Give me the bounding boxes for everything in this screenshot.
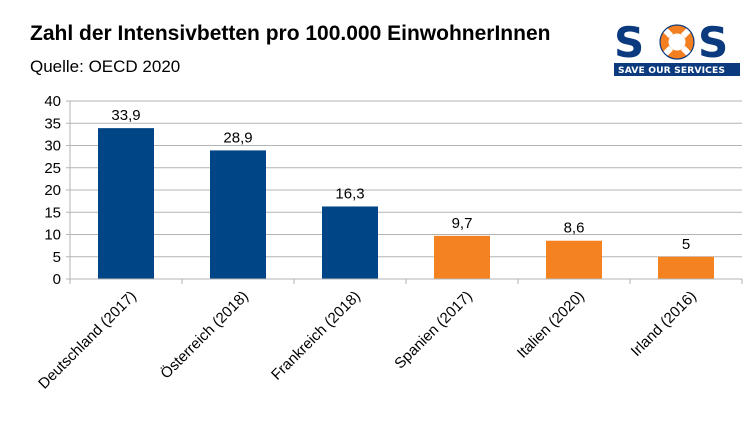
bars: [98, 128, 714, 279]
x-tick-label: Frankreich (2018): [268, 288, 364, 384]
lifebuoy-icon: [659, 24, 695, 60]
data-label: 5: [682, 236, 690, 253]
bar: [434, 235, 490, 279]
data-label: 33,9: [111, 107, 140, 124]
bar: [322, 206, 378, 279]
logo-letter-s-right: S: [698, 18, 728, 67]
y-tick-label: 10: [44, 227, 61, 244]
y-tick-label: 5: [53, 249, 61, 266]
logo-band-text: SAVE OUR SERVICES: [618, 65, 725, 76]
x-tick-label: Österreich (2018): [157, 287, 252, 382]
chart-subtitle: Quelle: OECD 2020: [30, 57, 181, 76]
gridlines: [66, 100, 742, 280]
y-axis-ticks: 0 5 10 15 20 25 30 35 40: [44, 93, 61, 288]
data-label: 9,7: [452, 215, 473, 232]
sos-logo: S S SAVE OUR SERVICES: [614, 18, 740, 76]
logo-letter-s-left: S: [614, 18, 644, 67]
data-label: 8,6: [564, 220, 585, 237]
y-tick-label: 35: [44, 115, 61, 132]
bar: [546, 240, 602, 279]
data-label: 16,3: [335, 185, 364, 202]
y-tick-label: 20: [44, 182, 61, 199]
y-tick-label: 15: [44, 204, 61, 221]
x-axis-labels: Deutschland (2017) Österreich (2018) Frank…: [35, 287, 700, 392]
y-tick-label: 30: [44, 138, 61, 155]
bar: [658, 256, 714, 279]
data-labels: 33,9 28,9 16,3 9,7 8,6 5: [111, 107, 690, 253]
x-tick-label: Spanien (2017): [391, 288, 476, 373]
x-tick-label: Irland (2016): [628, 288, 700, 360]
x-tick-label: Deutschland (2017): [35, 288, 140, 393]
data-label: 28,9: [223, 129, 252, 146]
y-tick-label: 40: [44, 93, 61, 110]
bar: [98, 128, 154, 279]
x-tick-label: Italien (2020): [514, 288, 588, 362]
y-tick-label: 25: [44, 160, 61, 177]
chart-title: Zahl der Intensivbetten pro 100.000 Einw…: [30, 22, 551, 45]
bar: [210, 150, 266, 279]
axes: [66, 101, 743, 284]
y-tick-label: 0: [53, 271, 61, 288]
